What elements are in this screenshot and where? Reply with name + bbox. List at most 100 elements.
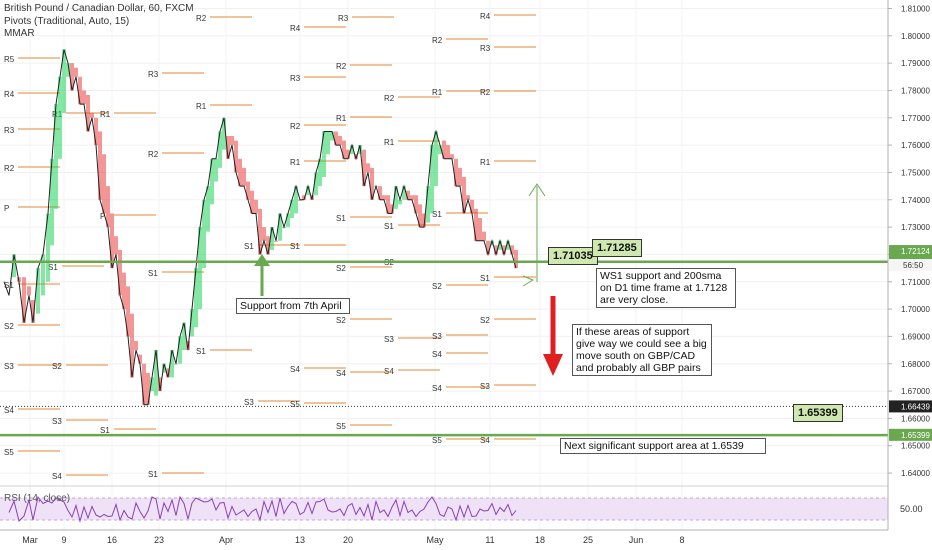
mmar-ribbon-segment — [418, 204, 422, 228]
y-tick-label: 1.68000 — [901, 360, 930, 369]
mmar-ribbon-segment — [162, 363, 166, 373]
mmar-ribbon-segment — [22, 277, 26, 323]
price-tag-2: 1.71285 — [592, 239, 642, 257]
pivot-label: S2 — [480, 316, 490, 325]
x-tick-label: 16 — [107, 535, 117, 545]
x-tick-label: 18 — [535, 535, 545, 545]
pivot-label: S4 — [432, 350, 442, 359]
y-tick-label: 1.73000 — [901, 223, 930, 232]
green-outline-arrowhead — [528, 183, 546, 197]
mmar-ribbon-segment — [318, 158, 322, 187]
y-tick-label: 1.65000 — [901, 442, 930, 451]
pivot-label: S3 — [4, 362, 14, 371]
pivot-label: S3 — [244, 398, 254, 407]
pivot-label: S4 — [52, 472, 62, 481]
support-7th-april-callout: Support from 7th April — [236, 298, 350, 314]
mmar-ribbon-segment — [390, 204, 394, 214]
x-tick-label: 20 — [343, 535, 353, 545]
mmar-ribbon-segment — [62, 49, 66, 114]
mmar-ribbon-segment — [230, 136, 234, 146]
pivot-label: R4 — [480, 12, 491, 21]
mmar-ribbon-segment — [82, 90, 86, 105]
pivot-label: S1 — [336, 214, 346, 223]
mmar-ribbon-segment — [462, 176, 466, 214]
mmar-ribbon-segment — [126, 286, 130, 337]
mmar-ribbon-segment — [234, 140, 238, 173]
mmar-ribbon-segment — [202, 199, 206, 269]
pivot-label: S1 — [480, 274, 490, 283]
mmar-ribbon-segment — [466, 195, 470, 200]
rsi-label: RSI (14, close) — [4, 493, 71, 504]
pivot-levels: R2 R3 R4 R4 R5 R2 R3 R2 R3 R3 R1 R2 R4 R1 R2 R1 R1 R3 R2 R1… — [4, 12, 536, 481]
pivot-label: R2 — [290, 122, 301, 131]
mmar-ribbon-segment — [242, 167, 246, 187]
mmar-ribbon-segment — [458, 167, 462, 187]
mmar-ribbon-segment — [370, 167, 374, 200]
mmar-ribbon-segment — [206, 186, 210, 232]
y-tick-label: 1.70000 — [901, 305, 930, 314]
mmar-ribbon-segment — [94, 117, 98, 146]
pivot-label: R3 — [148, 70, 159, 79]
price-tag-3: 1.65399 — [793, 404, 843, 422]
mmar-ribbon-segment — [450, 154, 454, 159]
mmar-ribbon-segment — [46, 213, 50, 282]
mmar-ribbon-segment — [502, 245, 506, 255]
mmar-ribbon-segment — [31, 299, 35, 323]
y-tick-label: 1.80000 — [901, 32, 930, 41]
rsi-pane — [0, 485, 888, 523]
x-tick-label: Apr — [219, 535, 233, 545]
next-support-note-callout: Next significant support area at 1.6539 — [560, 438, 766, 454]
pivot-label: S2 — [4, 322, 14, 331]
mmar-ribbon-segment — [166, 368, 170, 378]
mmar-ribbon-segment — [86, 95, 90, 132]
mmar-ribbon-segment — [350, 145, 354, 155]
mmar-ribbon-segment — [54, 104, 58, 209]
mmar-ribbon-segment — [58, 76, 62, 159]
pivot-label: R3 — [480, 44, 491, 53]
pivot-label: R1 — [480, 158, 491, 167]
pivot-label: R2 — [4, 164, 15, 173]
pivot-label: R1 — [384, 138, 395, 147]
mmar-ribbon-segment — [142, 363, 146, 405]
mmar-ribbon-segment — [78, 76, 82, 105]
pivot-label: R2 — [480, 88, 491, 97]
mmar-ribbon-segment — [402, 186, 406, 200]
price-badge-label: 1.72124 — [901, 247, 930, 256]
mmar-ribbon-segment — [434, 131, 438, 187]
mmar-ribbon-segment — [246, 181, 250, 200]
y-axis-ticks: 1.81000 1.80000 1.79000 1.78000 1.77000 1.760… — [888, 4, 930, 478]
pivot-label: S4 — [432, 384, 442, 393]
mmar-ribbon-segment — [238, 158, 242, 187]
y-tick-label: 1.81000 — [901, 4, 930, 13]
mmar-ribbon-segment — [442, 140, 446, 159]
mmar-ribbon-segment — [12, 254, 16, 278]
pivot-label: S2 — [52, 362, 62, 371]
mmar-ribbon-segment — [262, 227, 266, 241]
mmar-ribbon-segment — [306, 186, 310, 196]
mmar-ribbon-segment — [274, 240, 278, 242]
pivot-label: P — [100, 212, 105, 221]
y-tick-label: 1.66000 — [901, 414, 930, 423]
mmar-ribbon-segment — [270, 227, 274, 250]
pivot-label: S5 — [4, 448, 14, 457]
mmar-ribbon-segment — [294, 186, 298, 214]
mmar-ribbon-segment — [226, 136, 230, 159]
mmar-ribbon-segment — [150, 377, 154, 392]
pivot-label: R5 — [4, 55, 15, 64]
y-tick-label: 1.77000 — [901, 114, 930, 123]
mmar-ribbon-segment — [98, 131, 102, 200]
pivot-label: R4 — [4, 90, 15, 99]
pivot-label: S2 — [432, 282, 442, 291]
y-tick-label: 1.67000 — [901, 387, 930, 396]
mmar-ribbon-segment — [498, 240, 502, 250]
pivot-label: S4 — [290, 365, 300, 374]
y-tick-label: 1.71000 — [901, 278, 930, 287]
mmar-ribbon-segment — [266, 236, 270, 255]
pivot-label: R3 — [338, 14, 349, 23]
pivot-label: R1 — [290, 158, 301, 167]
mmar-ribbon-segment — [118, 249, 122, 296]
pivot-label: S1 — [384, 222, 394, 231]
mmar-ribbon-segment — [130, 313, 134, 378]
ws1-note-callout: WS1 support and 200sma on D1 time frame … — [596, 268, 736, 308]
mmar-ribbon-segment — [414, 195, 418, 214]
